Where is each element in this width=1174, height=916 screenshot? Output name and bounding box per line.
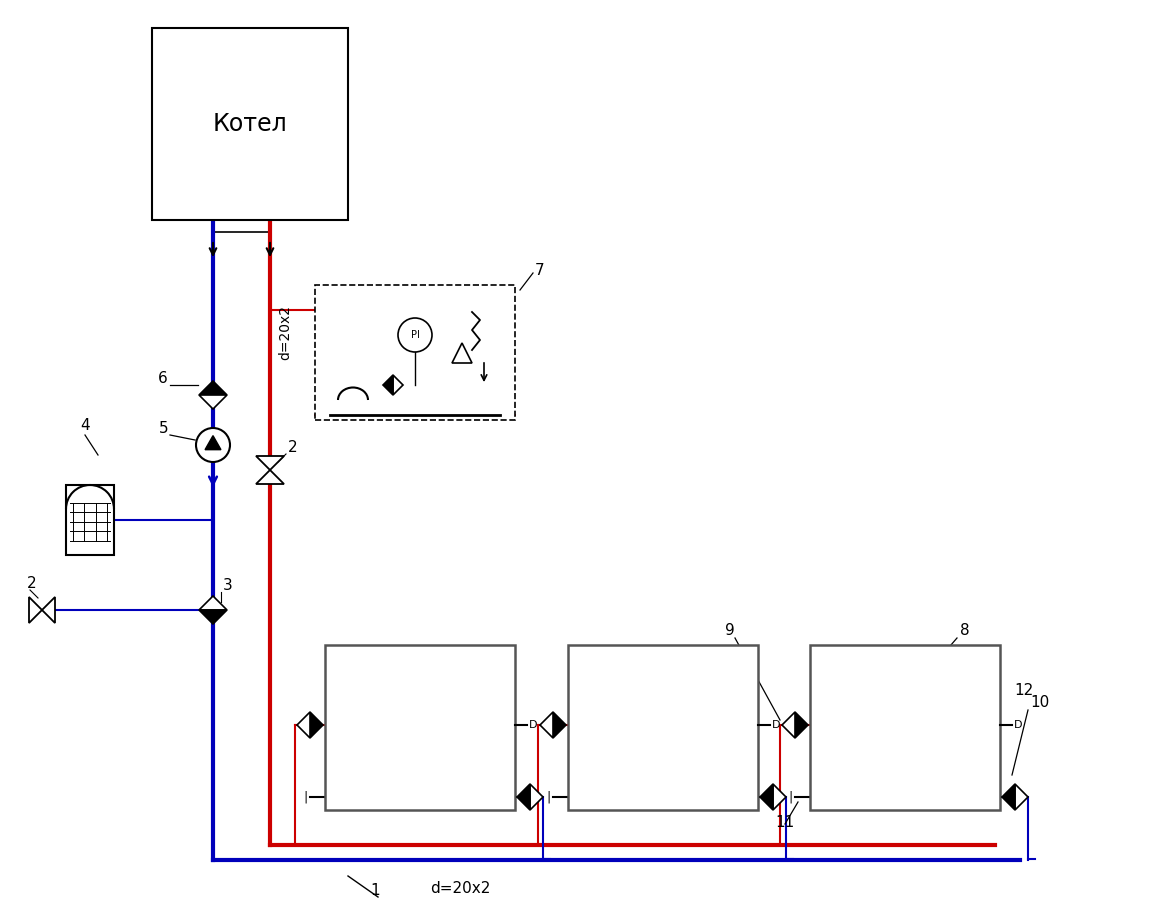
Text: 2: 2 <box>288 440 298 455</box>
Text: Котел: Котел <box>212 112 288 136</box>
Polygon shape <box>452 343 472 363</box>
Text: 2: 2 <box>27 576 36 591</box>
Bar <box>810 645 1000 810</box>
Polygon shape <box>553 712 566 738</box>
Polygon shape <box>782 712 795 738</box>
Polygon shape <box>29 597 42 623</box>
Polygon shape <box>529 784 544 810</box>
Text: d=20x2: d=20x2 <box>278 305 292 360</box>
Text: 5: 5 <box>158 421 168 436</box>
Polygon shape <box>517 784 529 810</box>
Bar <box>151 28 348 220</box>
Polygon shape <box>393 375 403 395</box>
Text: |: | <box>788 791 792 803</box>
Polygon shape <box>200 381 227 395</box>
Text: 4: 4 <box>80 418 89 433</box>
Text: D: D <box>772 720 781 730</box>
Polygon shape <box>310 712 323 738</box>
Circle shape <box>398 318 432 352</box>
Text: D: D <box>1014 720 1023 730</box>
Bar <box>325 645 515 810</box>
Text: 8: 8 <box>960 623 970 638</box>
Polygon shape <box>256 470 284 484</box>
Text: PI: PI <box>411 330 419 340</box>
Bar <box>315 285 515 420</box>
Polygon shape <box>795 712 808 738</box>
Polygon shape <box>772 784 787 810</box>
Polygon shape <box>200 596 227 610</box>
Polygon shape <box>205 436 221 450</box>
Bar <box>66 485 114 555</box>
Text: 1: 1 <box>370 883 379 898</box>
Polygon shape <box>1001 784 1016 810</box>
Bar <box>568 645 758 810</box>
Polygon shape <box>200 395 227 409</box>
Polygon shape <box>1016 784 1028 810</box>
Polygon shape <box>540 712 553 738</box>
Circle shape <box>196 428 230 462</box>
Polygon shape <box>297 712 310 738</box>
Text: 7: 7 <box>535 263 545 278</box>
Text: 12: 12 <box>1014 683 1033 698</box>
Text: d=20x2: d=20x2 <box>430 881 491 896</box>
Text: 6: 6 <box>158 371 168 386</box>
Polygon shape <box>383 375 393 395</box>
Text: |: | <box>546 791 551 803</box>
Text: 10: 10 <box>1030 695 1050 710</box>
Text: |: | <box>303 791 308 803</box>
Polygon shape <box>42 597 55 623</box>
Polygon shape <box>200 610 227 624</box>
Polygon shape <box>256 456 284 470</box>
Text: D: D <box>529 720 538 730</box>
Text: 11: 11 <box>775 815 795 830</box>
Polygon shape <box>760 784 772 810</box>
Text: 9: 9 <box>726 623 735 638</box>
Text: 3: 3 <box>223 578 232 593</box>
